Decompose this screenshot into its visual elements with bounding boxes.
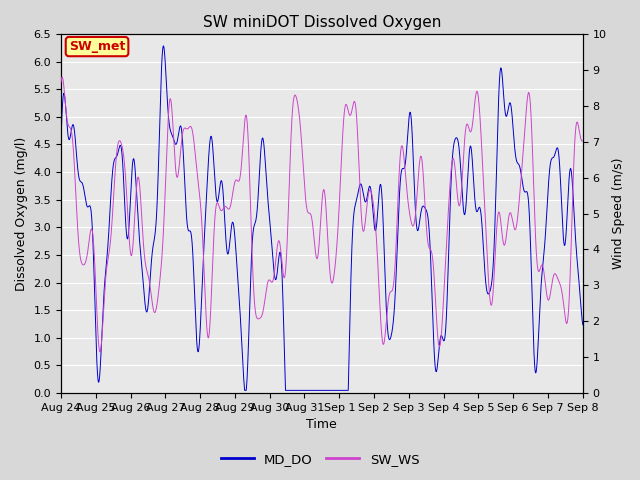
Legend: MD_DO, SW_WS: MD_DO, SW_WS <box>216 447 424 471</box>
Title: SW miniDOT Dissolved Oxygen: SW miniDOT Dissolved Oxygen <box>203 15 441 30</box>
Y-axis label: Dissolved Oxygen (mg/l): Dissolved Oxygen (mg/l) <box>15 136 28 291</box>
Y-axis label: Wind Speed (m/s): Wind Speed (m/s) <box>612 158 625 269</box>
X-axis label: Time: Time <box>307 419 337 432</box>
Text: SW_met: SW_met <box>69 40 125 53</box>
